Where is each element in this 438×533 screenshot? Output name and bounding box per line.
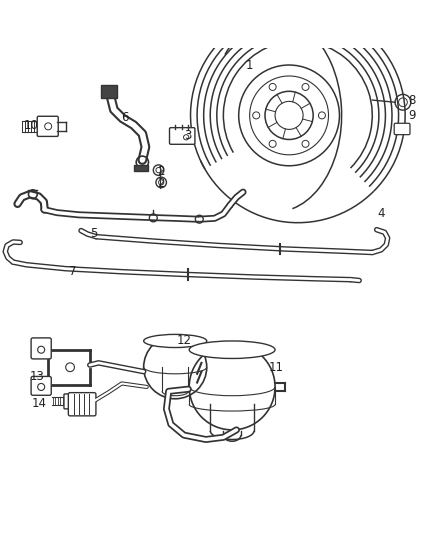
Text: 13: 13: [30, 370, 45, 383]
FancyBboxPatch shape: [170, 128, 195, 144]
Text: 5: 5: [91, 227, 98, 240]
FancyBboxPatch shape: [31, 376, 51, 395]
Text: 14: 14: [32, 397, 47, 410]
Text: 11: 11: [268, 361, 283, 374]
FancyBboxPatch shape: [37, 116, 58, 136]
Text: 7: 7: [68, 265, 76, 278]
FancyBboxPatch shape: [394, 123, 410, 135]
Text: 2: 2: [157, 177, 165, 190]
FancyBboxPatch shape: [31, 338, 51, 359]
Text: 3: 3: [185, 128, 192, 142]
Text: 12: 12: [177, 335, 191, 348]
Text: 1: 1: [246, 59, 254, 71]
FancyBboxPatch shape: [101, 85, 117, 98]
Ellipse shape: [144, 334, 207, 348]
FancyBboxPatch shape: [64, 394, 75, 409]
Text: 9: 9: [408, 109, 416, 122]
Text: 10: 10: [23, 119, 38, 132]
Text: 8: 8: [408, 94, 415, 107]
Text: 2: 2: [157, 165, 165, 177]
Text: 4: 4: [377, 207, 385, 221]
FancyBboxPatch shape: [68, 393, 96, 416]
Text: 6: 6: [121, 111, 129, 124]
Ellipse shape: [189, 341, 275, 359]
FancyBboxPatch shape: [134, 165, 148, 172]
